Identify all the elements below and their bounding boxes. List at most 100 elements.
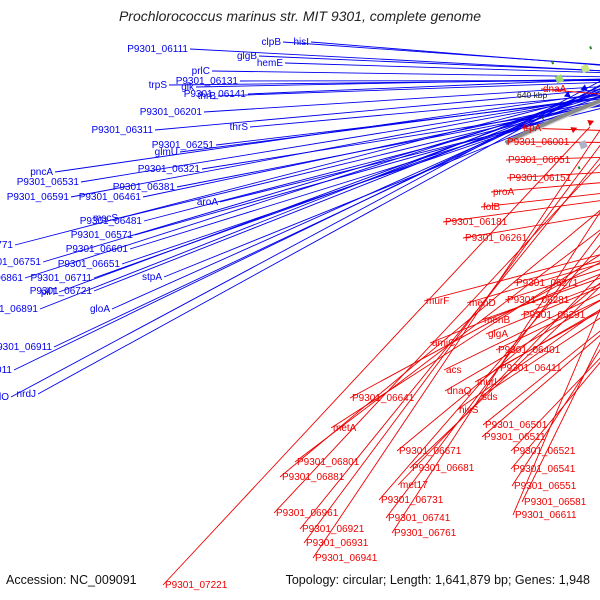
forward-gene-label: P9301_06141 [184,89,247,100]
reverse-gene-leader-line [466,263,600,304]
forward-gene-label: thrB [198,91,217,102]
reverse-gene-label: P9301_06881 [282,472,345,483]
reverse-gene-leader-line [409,286,600,469]
forward-gene-label: P9301_06591 [7,192,70,203]
feature-block [554,74,564,84]
reverse-gene-label: metA [333,423,357,434]
reverse-gene-label: P9301_06671 [399,446,462,457]
reverse-gene-label: P9301_06961 [276,508,339,519]
forward-gene-label: P9301_06381 [113,182,176,193]
forward-gene-label: P9301_06651 [58,259,121,270]
forward-gene-label: P9301_06771 [0,240,13,251]
reverse-gene-leader-line [511,349,600,487]
forward-gene-label: thrS [230,122,249,133]
track-dash [577,165,581,170]
tick-label: 640 kbp [517,90,548,100]
forward-gene-leader-line [154,89,600,131]
forward-gene-leader-line [54,93,600,173]
feature-lines [10,41,600,586]
reverse-gene-leader-line [162,126,591,586]
forward-gene-label: hemE [257,58,283,69]
reverse-gene-leader-line [396,282,600,452]
reverse-gene-leader-line [303,144,600,544]
reverse-gene-label: menD [469,298,496,309]
reverse-gene-label: P9301_06151 [509,173,572,184]
forward-gene-label: P9301_06311 [91,125,153,136]
reverse-gene-leader-line [443,293,600,371]
reverse-gene-label: P9301_06051 [508,155,571,166]
reverse-gene-leader-line [294,229,600,463]
feature-block [578,140,588,150]
reverse-gene-label: P9301_06511 [484,432,546,443]
forward-gene-arrow [563,91,571,98]
reverse-gene-label: menB [484,315,510,326]
forward-gene-leader-line [284,62,600,74]
forward-gene-label: P9301_06911 [0,342,52,353]
reverse-gene-leader-line [479,317,600,398]
forward-gene-arrow [580,84,588,91]
reverse-gene-leader-line [442,200,600,223]
reverse-gene-leader-line [385,232,600,519]
feature-labels: hisIclpBP9301_06111glgBhemEprlCP9301_061… [0,37,587,591]
reverse-gene-arrow [570,127,578,134]
reverse-gene-label: P9301_06731 [381,495,444,506]
forward-gene-leader-line [163,100,600,278]
reverse-gene-label: P9301_06291 [523,310,586,321]
forward-gene-label: P9301_06721 [30,286,93,297]
forward-gene-label: mscS [93,213,118,224]
feature-block [580,63,590,74]
reverse-gene-label: proA [493,187,514,198]
forward-gene-leader-line [189,48,600,72]
reverse-gene-label: murI [477,377,497,388]
reverse-gene-label: P9301_06921 [302,524,365,535]
reverse-gene-label: dnaA [543,84,567,95]
reverse-gene-leader-line [481,277,600,321]
track-dash [589,46,593,50]
reverse-gene-label: P9301_06541 [513,464,576,475]
reverse-gene-leader-line [512,308,600,516]
reverse-gene-label: P9301_06261 [465,233,528,244]
forward-gene-leader-line [13,85,600,371]
reverse-gene-leader-line [474,309,600,383]
reverse-gene-label: P9301_06501 [485,420,548,431]
reverse-gene-label: trpA [523,123,542,134]
forward-gene-label: P9301_06321 [138,164,201,175]
forward-gene-leader-line [10,80,600,398]
forward-gene-leader-line [121,101,600,265]
forward-gene-leader-line [129,102,600,250]
reverse-gene-label: P9301_06001 [507,137,570,148]
reverse-gene-label: met17 [400,480,428,491]
reverse-gene-label: amiC [432,338,455,349]
forward-gene-leader-line [111,90,600,310]
reverse-gene-leader-line [349,261,600,399]
reverse-gene-label: P9301_06181 [445,217,508,228]
reverse-gene-label: P9301_06411 [500,363,562,374]
forward-gene-leader-line [195,78,600,88]
forward-gene-label: glk [181,82,195,93]
forward-gene-leader-line [247,79,600,95]
reverse-gene-leader-line [462,214,600,239]
forward-gene-label: prlC [192,66,210,77]
forward-gene-label: pilT [41,287,57,298]
forward-gene-label: trpS [149,80,168,91]
position-ticks: 520 kbp540 kbp560 kbp580 kbp600 kbp620 k… [517,90,548,122]
forward-gene-leader-line [239,80,600,82]
reverse-gene-arrow [587,120,595,127]
reverse-gene-leader-line [456,309,600,411]
reverse-gene-label: folB [483,202,501,213]
reverse-gene-label: P9301_06931 [306,538,369,549]
forward-gene-leader-line [119,101,600,219]
reverse-gene-label: P9301_06681 [412,463,475,474]
reverse-gene-label: P9301_06271 [516,278,579,289]
forward-gene-label: P9301_06111 [127,44,188,55]
reverse-gene-leader-line [378,244,600,501]
forward-gene-label: hisI [293,37,309,48]
reverse-gene-label: P9301_06741 [388,513,451,524]
forward-gene-leader-line [217,81,600,97]
forward-gene-leader-line [168,79,600,86]
reverse-gene-leader-line [279,209,600,478]
forward-gene-leader-line [201,105,600,170]
forward-gene-leader-line [176,104,600,188]
forward-gene-label: P9301_06531 [17,177,80,188]
